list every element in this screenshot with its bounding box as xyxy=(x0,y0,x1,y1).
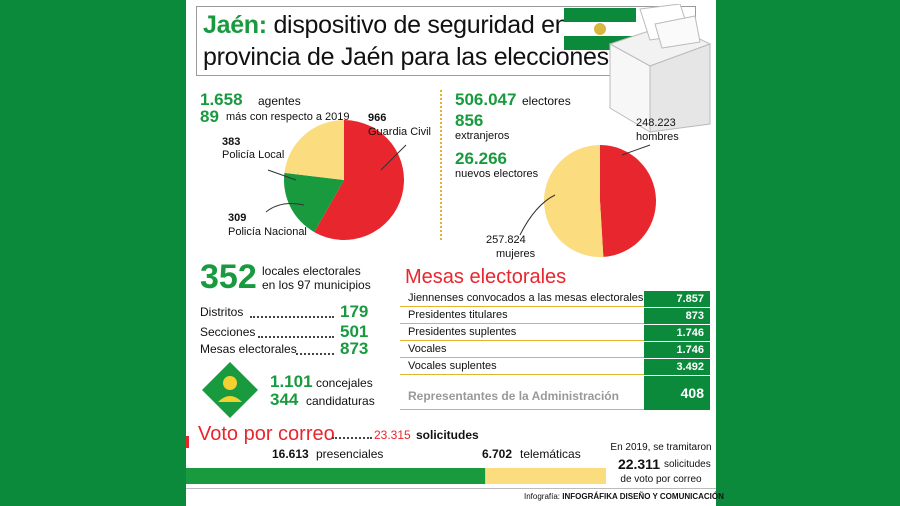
presencial-label: presenciales xyxy=(316,447,384,461)
voto-total: 23.315 xyxy=(374,428,411,442)
locales-label1: locales electorales xyxy=(262,264,361,278)
pie2-label-0: hombres xyxy=(636,131,679,143)
mesas-row: Jiennenses convocados a las mesas electo… xyxy=(400,291,710,307)
bar-segment-telematicas xyxy=(485,468,606,484)
electors-foreign-label: extranjeros xyxy=(455,130,510,142)
concejales-value: 1.101 xyxy=(270,372,313,391)
mesas-admin-row: Representantes de la Administración 408 xyxy=(400,376,710,410)
voto-total-label: solicitudes xyxy=(416,428,479,442)
secciones-value: 501 xyxy=(340,322,369,341)
mesas-row: Vocales 1.746 xyxy=(400,342,710,358)
title-place: Jaén: xyxy=(203,11,267,39)
page-title-line2: provincia de Jaén para las elecciones xyxy=(203,43,609,71)
voto-bar-chart xyxy=(186,468,606,484)
bar-segment-presenciales xyxy=(186,468,486,484)
pie-slice-hombres xyxy=(600,145,656,257)
telematic-value: 6.702 xyxy=(482,447,513,461)
pie1-label-value-2: 383 xyxy=(222,136,241,148)
agents-label: agentes xyxy=(258,94,301,108)
presencial-value: 16.613 xyxy=(272,447,309,461)
voto-title: Voto por correo xyxy=(198,423,335,445)
mesas-title: Mesas electorales xyxy=(405,266,567,288)
credit: Infografía: INFOGRÁFIKA DISEÑO Y COMUNIC… xyxy=(524,492,724,501)
mesas-row: Presidentes titulares 873 xyxy=(400,308,710,324)
agents-total: 1.658 xyxy=(200,90,243,109)
electors-label: electores xyxy=(522,94,571,108)
divider xyxy=(440,90,442,240)
pie-slice-guardia-civil xyxy=(314,120,404,240)
pie1-label-value-1: 309 xyxy=(228,212,247,224)
mesas-row: Presidentes suplentes 1.746 xyxy=(400,325,710,341)
agents-pie-chart xyxy=(265,120,407,240)
pie1-label-value-0: 966 xyxy=(368,112,387,124)
page-title-line1: Jaén: dispositivo de seguridad en la xyxy=(203,11,594,40)
electors-new-label: nuevos electores xyxy=(455,168,539,180)
mesas-electorales-label: Mesas electorales xyxy=(200,342,297,356)
voto-note-3: de voto por correo xyxy=(620,474,702,485)
pie1-label-2: Policía Local xyxy=(222,149,285,161)
distritos-label: Distritos xyxy=(200,305,244,319)
voto-note-1: En 2019, se tramitaron xyxy=(610,442,712,453)
agents-delta: 89 xyxy=(200,107,219,126)
locales-label2: en los 97 municipios xyxy=(262,278,371,292)
pie2-label-1: mujeres xyxy=(496,248,536,260)
pie2-label-value-1: 257.824 xyxy=(486,234,526,246)
pie1-label-0: Guardia Civil xyxy=(368,126,431,138)
candidaturas-value: 344 xyxy=(270,390,299,409)
electors-foreign: 856 xyxy=(455,111,484,130)
distritos-value: 179 xyxy=(340,302,369,321)
councillor-icon xyxy=(202,362,258,418)
pie-slice-policia-nacional xyxy=(284,172,344,233)
agents-delta-label: más con respecto a 2019 xyxy=(226,111,350,123)
electors-new: 26.266 xyxy=(455,149,507,168)
electors-total: 506.047 xyxy=(455,90,517,109)
pie-slice-mujeres xyxy=(544,145,604,257)
pie1-label-1: Policía Nacional xyxy=(228,226,307,238)
mesas-row: Vocales suplentes 3.492 xyxy=(400,359,710,375)
telematic-label: telemáticas xyxy=(520,447,581,461)
voto-note-2: solicitudes xyxy=(664,459,711,470)
mesas-electorales-value: 873 xyxy=(340,339,369,358)
candidaturas-label: candidaturas xyxy=(306,394,375,408)
pie-slice-policia-local xyxy=(284,120,344,180)
pie2-label-value-0: 248.223 xyxy=(636,117,676,129)
locales-value: 352 xyxy=(200,258,257,296)
secciones-label: Secciones xyxy=(200,325,256,339)
electors-pie-chart xyxy=(519,144,656,257)
ballot-box-icon xyxy=(608,4,712,133)
voto-note-value: 22.311 xyxy=(617,456,660,472)
concejales-label: concejales xyxy=(316,376,373,390)
title-rest: dispositivo de seguridad en la xyxy=(266,11,594,39)
